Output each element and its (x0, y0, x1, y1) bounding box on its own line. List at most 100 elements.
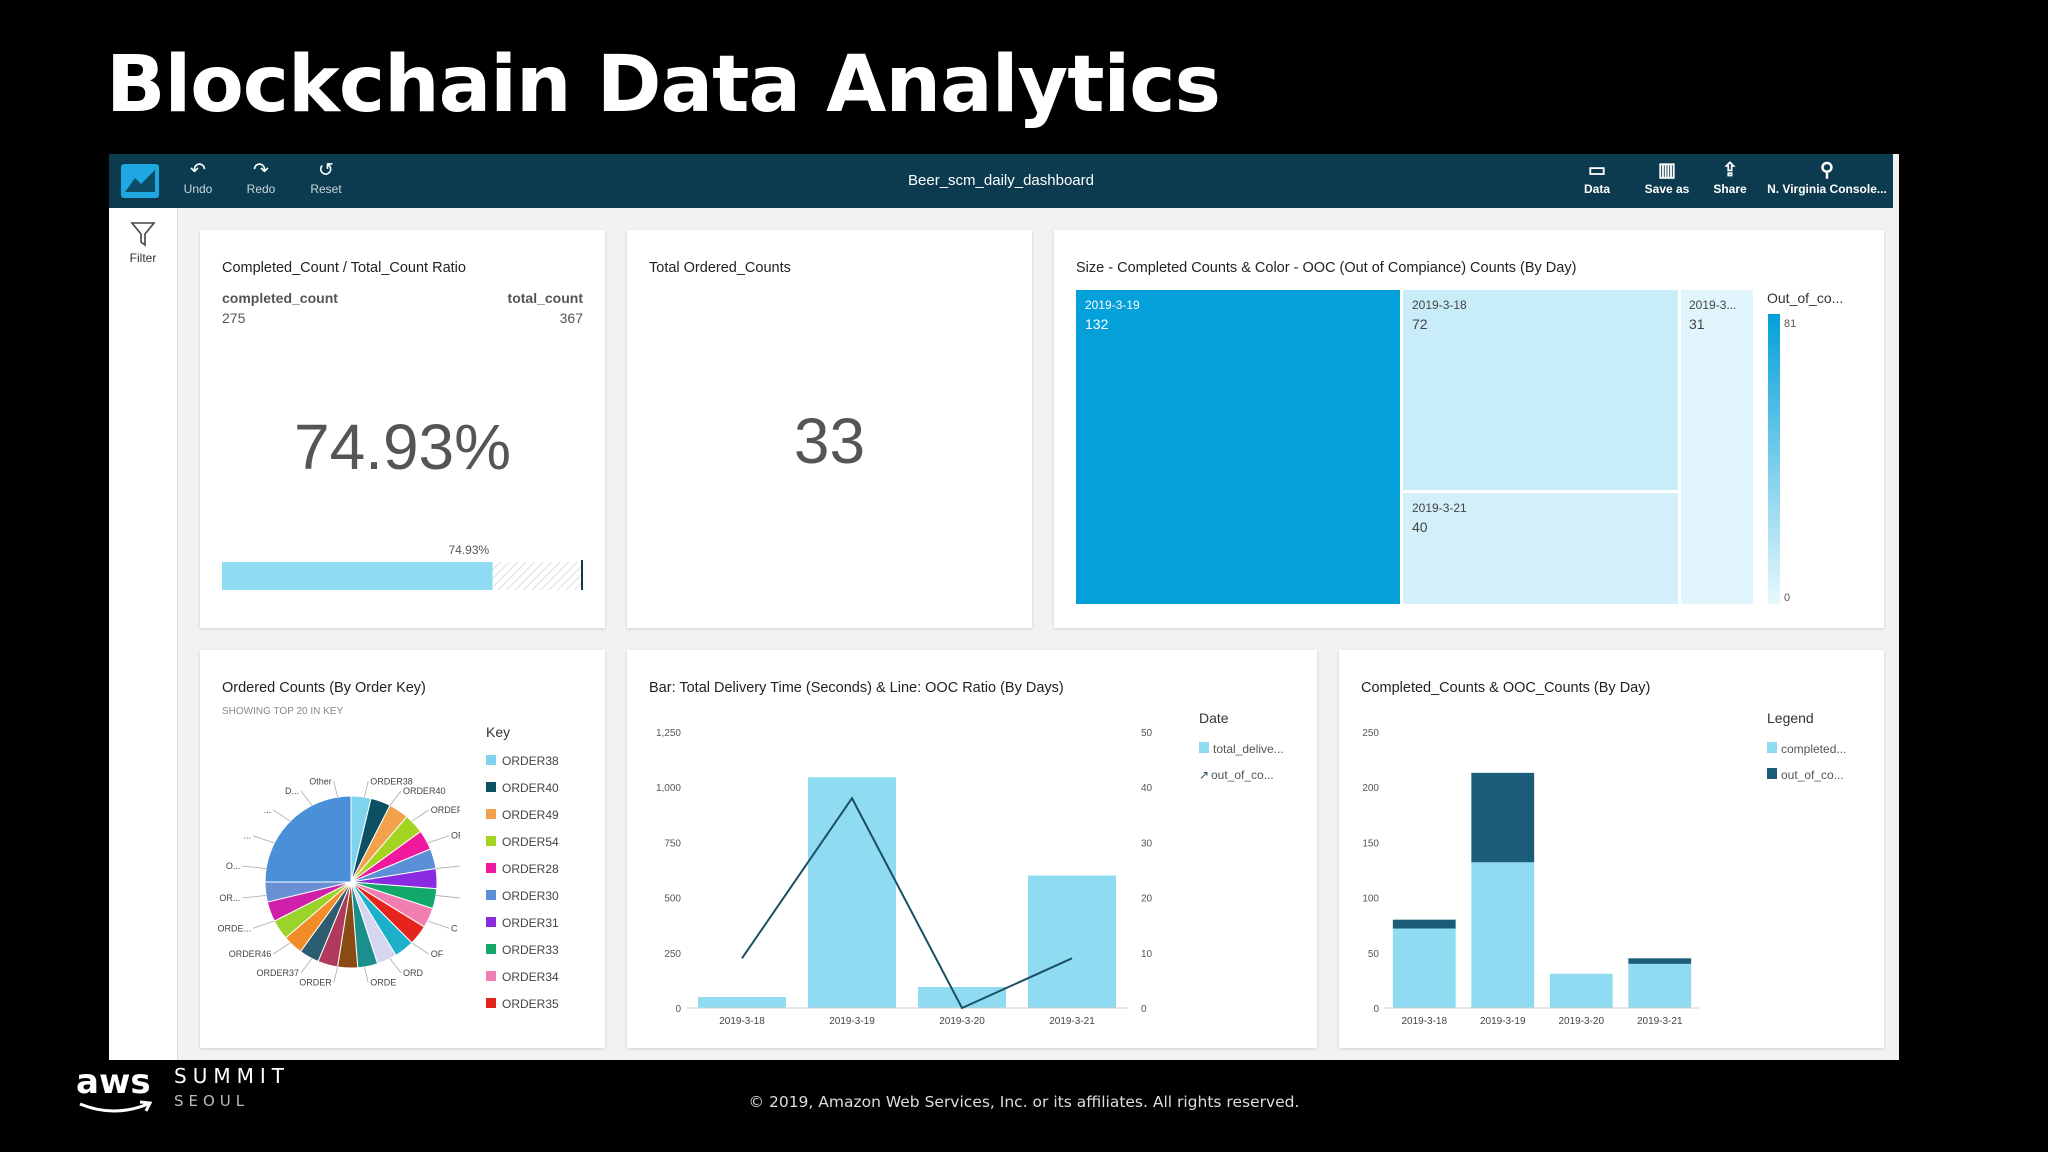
legend-item-completed[interactable]: completed... (1767, 742, 1846, 756)
bar-segment (1392, 928, 1456, 1008)
x-tick-label: 2019-3-20 (1558, 1016, 1604, 1027)
legend-swatch-icon (486, 782, 496, 792)
app-logo-icon[interactable] (121, 164, 159, 198)
callout-label: ORDER (299, 978, 332, 988)
callout-label: ORDER40 (403, 786, 446, 796)
dashboard-title: Beer_scm_daily_dashboard (908, 172, 1094, 189)
callout-line (300, 790, 313, 806)
top-toolbar: Beer_scm_daily_dashboard ↶ Undo ↷ Redo ↺… (109, 154, 1893, 208)
callout-line (364, 781, 369, 798)
callout-label: ORDER38 (370, 776, 413, 786)
line-swatch-icon: ↗ (1199, 768, 1210, 782)
callout-label: ORD (403, 968, 424, 978)
combo-chart-card[interactable]: Bar: Total Delivery Time (Seconds) & Lin… (627, 650, 1317, 1048)
combo-chart[interactable]: 0 250 500 750 1,000 1,250 0 10 20 30 40 50 2019-3-18… (627, 650, 1317, 1048)
callout-line (411, 809, 430, 822)
bar-segment (1549, 973, 1613, 1008)
callout-label: ... (243, 831, 251, 841)
y-tick-label: 1,250 (656, 728, 681, 739)
x-tick-label: 2019-3-19 (829, 1016, 875, 1027)
treemap-tile[interactable]: 2019-3-21 40 (1403, 493, 1678, 604)
callout-line (252, 835, 275, 844)
legend-item[interactable]: ORDER40 (486, 781, 559, 808)
callout-line (364, 966, 369, 983)
legend-swatch-icon (486, 917, 496, 927)
legend-swatch-icon (486, 809, 496, 819)
callout-line (411, 942, 430, 955)
bar (918, 987, 1006, 1008)
legend-item[interactable]: ORDER35 (486, 997, 559, 1024)
legend-item[interactable]: ORDER28 (486, 862, 559, 889)
pie-card[interactable]: Ordered Counts (By Order Key) SHOWING TO… (200, 650, 605, 1048)
legend-item[interactable]: ORDER38 (486, 754, 559, 781)
data-icon: ▭ (1588, 160, 1606, 181)
stacked-chart-card[interactable]: Completed_Counts & OOC_Counts (By Day) 0… (1339, 650, 1884, 1048)
bar-chart-icon: ▥ (1658, 160, 1676, 181)
share-button[interactable]: ⇪ Share (1705, 160, 1755, 196)
card-title: Total Ordered_Counts (649, 260, 791, 276)
filter-button[interactable]: Filter (109, 220, 177, 265)
progress-bar (222, 560, 583, 590)
bar-swatch-icon (1767, 742, 1777, 753)
legend-item[interactable]: ORDER49 (486, 808, 559, 835)
legend-item-ooc[interactable]: out_of_co... (1767, 768, 1844, 782)
undo-button[interactable]: ↶ Undo (168, 160, 228, 196)
slide-title: Blockchain Data Analytics (106, 40, 1221, 130)
legend-item[interactable]: ORDER31 (486, 916, 559, 943)
y-tick-label: 250 (1362, 728, 1379, 739)
location-pin-icon: ⚲ (1820, 160, 1834, 181)
redo-button[interactable]: ↷ Redo (231, 160, 291, 196)
callout-label: Other (309, 776, 332, 786)
x-tick-label: 2019-3-21 (1637, 1016, 1683, 1027)
tile-value: 72 (1412, 316, 1428, 332)
bar-segment (1471, 862, 1535, 1008)
treemap-tile[interactable]: 2019-3-18 72 (1403, 290, 1678, 490)
y-tick-label: 50 (1368, 949, 1380, 960)
ratio-progress (222, 560, 583, 590)
bar-segment (1628, 963, 1692, 1008)
share-icon: ⇪ (1722, 160, 1738, 181)
total-count-label: total_count (507, 290, 583, 306)
legend-item[interactable]: ORDER34 (486, 970, 559, 997)
legend-item[interactable]: ORDER54 (486, 835, 559, 862)
summit-label: SUMMIT (174, 1064, 290, 1088)
save-as-button[interactable]: ▥ Save as (1637, 160, 1697, 196)
bar-segment (1471, 772, 1535, 863)
treemap-card[interactable]: Size - Completed Counts & Color - OOC (O… (1054, 230, 1884, 628)
callout-label: OF (431, 949, 444, 959)
legend-item-bar[interactable]: total_delive... (1199, 742, 1284, 756)
pie-chart[interactable]: ORDER38ORDER40ORDEFORDOICCOFORDORDEORDER… (200, 650, 460, 1048)
legend-swatch-icon (486, 890, 496, 900)
stacked-chart[interactable]: 0 50 100 150 200 250 2019-3-18 2019-3-19 2019-3-… (1339, 650, 1884, 1048)
ratio-card[interactable]: Completed_Count / Total_Count Ratio comp… (200, 230, 605, 628)
callout-line (242, 895, 267, 899)
total-count-value: 367 (559, 310, 583, 326)
tile-label: 2019-3-18 (1412, 298, 1467, 312)
callout-label: ORDE... (217, 923, 251, 933)
y-tick-label: 0 (675, 1004, 681, 1015)
callout-line (333, 781, 338, 798)
bar-swatch-icon (1199, 742, 1209, 753)
callout-line (252, 920, 275, 929)
treemap-tile[interactable]: 2019-3... 31 (1681, 290, 1753, 604)
legend-item-line[interactable]: ↗ out_of_co... (1199, 768, 1274, 782)
treemap-tile[interactable]: 2019-3-19 132 (1076, 290, 1400, 604)
filter-icon (130, 222, 156, 247)
callout-line (427, 920, 450, 929)
callout-label: ORDER46 (229, 949, 272, 959)
reset-button[interactable]: ↺ Reset (296, 160, 356, 196)
pie-slice (264, 795, 352, 883)
total-orders-card[interactable]: Total Ordered_Counts 33 (627, 230, 1032, 628)
tile-label: 2019-3-21 (1412, 501, 1467, 515)
y2-tick-label: 20 (1141, 894, 1153, 905)
legend-item[interactable]: ORDER30 (486, 889, 559, 916)
card-title: Bar: Total Delivery Time (Seconds) & Lin… (649, 680, 1064, 696)
color-scale-min: 0 (1784, 592, 1791, 604)
legend-item[interactable]: ORDER33 (486, 943, 559, 970)
data-button[interactable]: ▭ Data (1577, 160, 1617, 196)
y-tick-label: 150 (1362, 838, 1379, 849)
aws-wordmark: aws (76, 1062, 151, 1102)
bar-segment (1628, 958, 1692, 964)
region-menu[interactable]: ⚲ N. Virginia Console... (1763, 160, 1891, 196)
x-tick-label: 2019-3-21 (1049, 1016, 1095, 1027)
